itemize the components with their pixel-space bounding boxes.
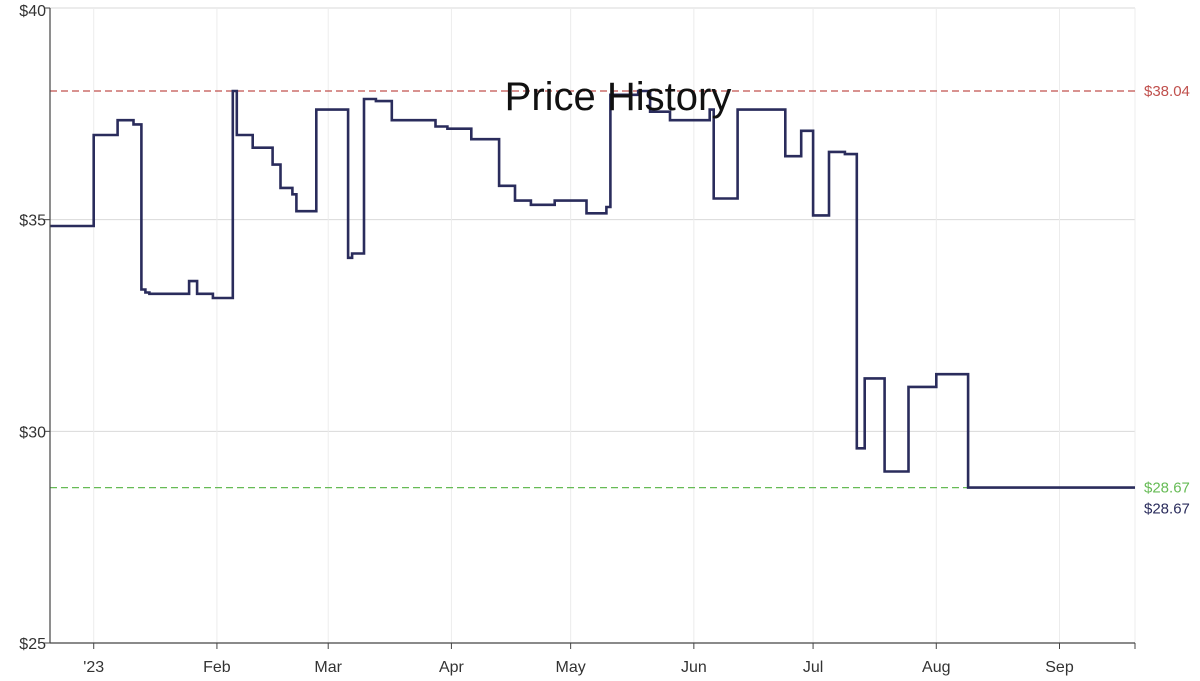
- x-tick-label: Feb: [203, 659, 231, 676]
- y-tick-label: $30: [19, 424, 46, 441]
- x-tick-label: Mar: [314, 659, 342, 676]
- x-tick-label: Apr: [439, 659, 465, 676]
- axis-layer: $25 $30 $35 $40 '23 Feb Mar Apr May Jun Jul Aug Sep: [19, 3, 1136, 676]
- current-price-label: $28.67: [1144, 501, 1190, 518]
- y-tick-label: $40: [19, 3, 46, 20]
- x-tick-label: May: [556, 659, 586, 676]
- x-tick-label: Jul: [803, 659, 823, 676]
- series-layer: [50, 89, 1135, 489]
- price-series-line: [50, 89, 1135, 489]
- x-tick-label: Sep: [1045, 659, 1074, 676]
- x-tick-label: Aug: [922, 659, 950, 676]
- y-tick-label: $25: [19, 636, 46, 653]
- y-tick-label: $35: [19, 213, 46, 230]
- x-tick-label: '23: [83, 659, 104, 676]
- grid-layer: [50, 7, 1136, 644]
- reference-line-label: $38.04: [1144, 83, 1190, 100]
- reference-line-label: $28.67: [1144, 480, 1190, 497]
- reference-lines: $38.04 $28.67 $28.67: [50, 83, 1190, 518]
- chart-title: Price History: [505, 75, 732, 119]
- x-tick-label: Jun: [681, 659, 707, 676]
